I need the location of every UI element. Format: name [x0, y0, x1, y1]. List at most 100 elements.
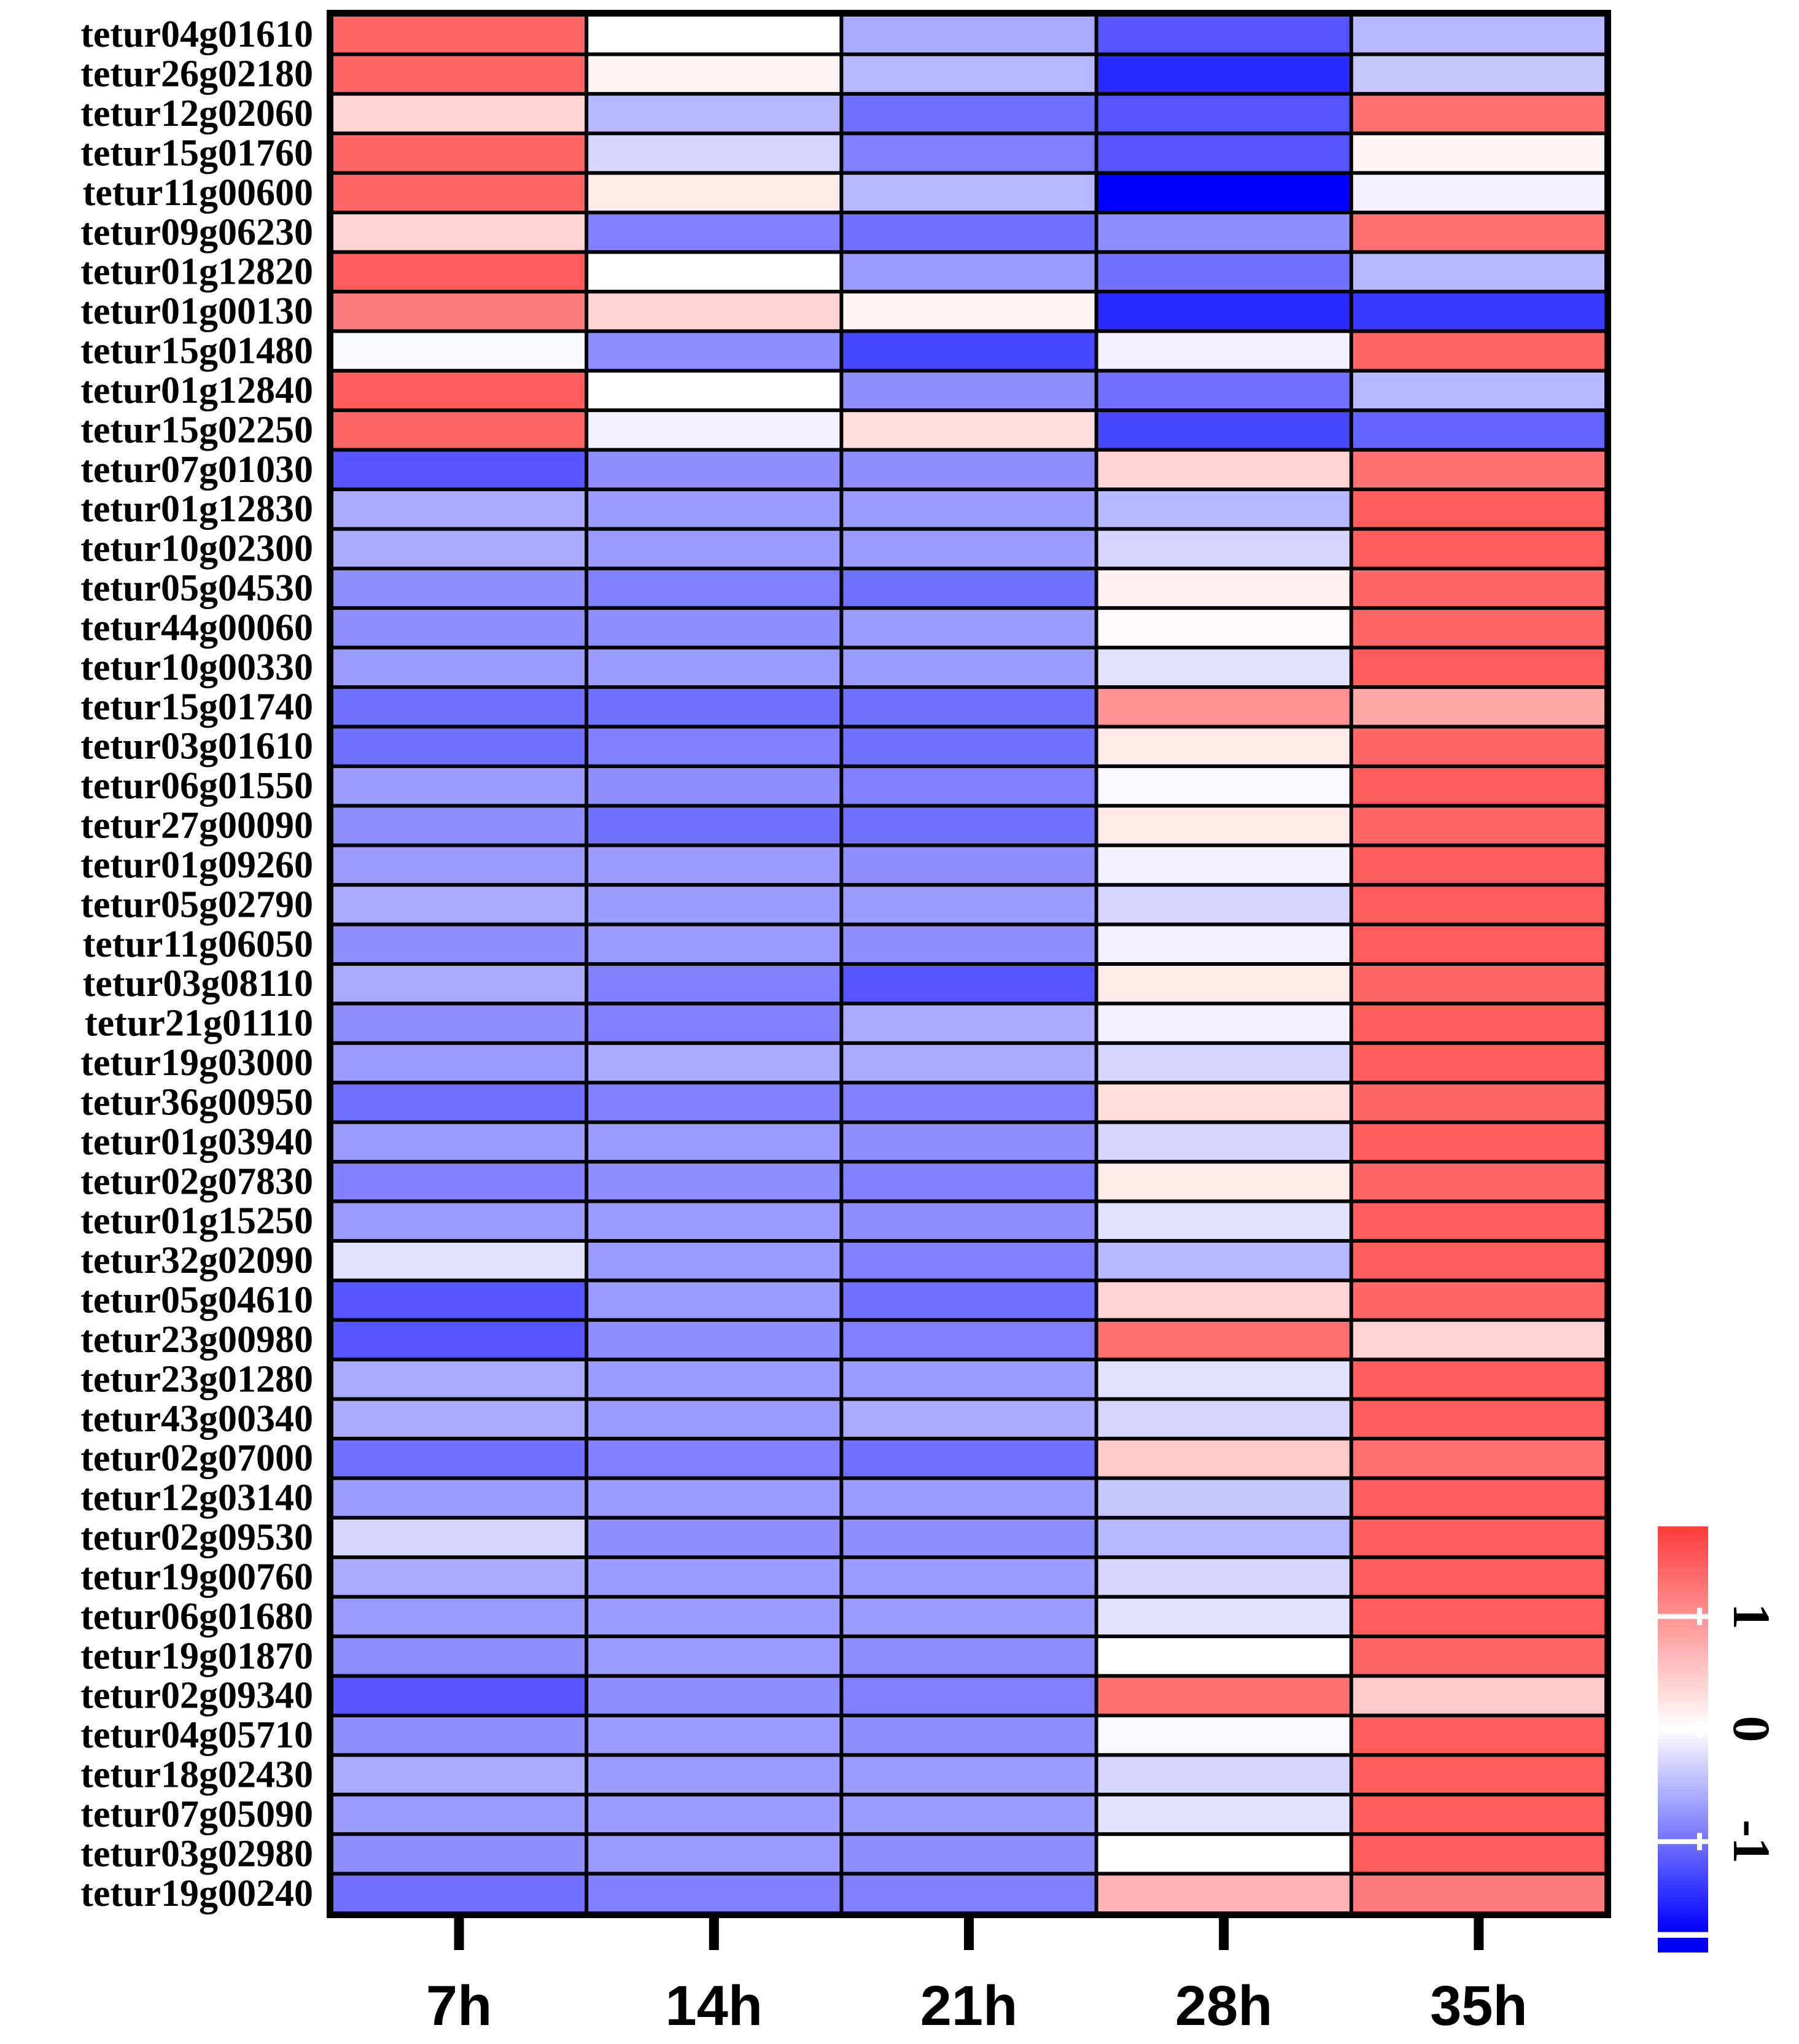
heatmap-cell	[1353, 966, 1604, 1002]
legend-gradient-step	[1658, 1800, 1708, 1804]
legend-gradient-step	[1658, 1756, 1708, 1760]
legend-gradient-step	[1658, 1675, 1708, 1679]
heatmap-cell	[843, 1440, 1095, 1477]
heatmap-cell	[1353, 174, 1604, 211]
heatmap-cell	[588, 1717, 840, 1754]
heatmap-cell	[1353, 412, 1604, 448]
heatmap-cell	[588, 1480, 840, 1516]
legend-gradient-step	[1658, 1543, 1708, 1547]
heatmap-cell	[1098, 1836, 1350, 1872]
heatmap-cell	[333, 1559, 585, 1595]
row-label: tetur43g00340	[80, 1398, 313, 1440]
heatmap-cell	[1098, 887, 1350, 923]
heatmap-cell	[843, 1836, 1095, 1872]
heatmap-cell	[1353, 1836, 1604, 1872]
heatmap-cell	[333, 135, 585, 171]
row-label: tetur03g01610	[80, 726, 313, 767]
heatmap-cell	[333, 1005, 585, 1041]
legend-gradient-step	[1658, 1712, 1708, 1716]
heatmap-cell	[333, 1242, 585, 1279]
heatmap-cell	[588, 1361, 840, 1397]
heatmap-cell	[843, 1203, 1095, 1239]
heatmap-cell	[333, 1875, 585, 1911]
heatmap-cell	[333, 1164, 585, 1200]
row-label: tetur36g00950	[80, 1081, 313, 1123]
heatmap-cell	[1098, 293, 1350, 330]
row-label: tetur10g02300	[80, 528, 313, 570]
legend-gradient-step	[1658, 1692, 1708, 1696]
heatmap-cell	[1098, 926, 1350, 962]
heatmap-cell	[843, 214, 1095, 251]
legend-gradient-step	[1658, 1803, 1708, 1808]
legend-gradient-step	[1658, 1698, 1708, 1703]
heatmap-cell	[843, 333, 1095, 369]
heatmap-cell	[1098, 530, 1350, 567]
heatmap-cell	[333, 1401, 585, 1437]
legend-gradient-step	[1658, 1732, 1708, 1736]
legend-gradient-step	[1658, 1601, 1708, 1605]
legend-gradient-step	[1658, 1617, 1708, 1622]
legend-gradient-step	[1658, 1790, 1708, 1794]
heatmap-cell	[843, 966, 1095, 1002]
heatmap-cell	[843, 254, 1095, 290]
legend-tick-gap	[1658, 1839, 1708, 1844]
heatmap-cell	[1353, 56, 1604, 92]
heatmap-cell	[588, 451, 840, 488]
heatmap-cell	[1098, 649, 1350, 686]
legend-gradient-step	[1658, 1851, 1708, 1855]
heatmap-cell	[588, 1242, 840, 1279]
legend-gradient-step	[1658, 1661, 1708, 1666]
heatmap-cell	[843, 1044, 1095, 1081]
legend-gradient-step	[1658, 1621, 1708, 1625]
legend-gradient-step	[1658, 1810, 1708, 1814]
heatmap-cell	[843, 1598, 1095, 1635]
heatmap-cell	[333, 1598, 585, 1635]
heatmap-cell	[1098, 372, 1350, 409]
legend-gradient-step	[1658, 1668, 1708, 1673]
legend-gradient-step	[1658, 1611, 1708, 1615]
heatmap-cell	[588, 333, 840, 369]
heatmap-cell	[333, 926, 585, 962]
heatmap-cell	[1098, 1282, 1350, 1318]
heatmap-cell	[1353, 1875, 1604, 1911]
legend-gradient-step	[1658, 1533, 1708, 1537]
heatmap-cell	[1353, 1401, 1604, 1437]
heatmap-cell	[1353, 1757, 1604, 1793]
heatmap-cell	[333, 610, 585, 646]
heatmap-cell	[1353, 530, 1604, 567]
heatmap-cell	[333, 1440, 585, 1477]
legend-gradient-step	[1658, 1574, 1708, 1578]
heatmap-cell	[843, 491, 1095, 527]
legend-gradient-step	[1658, 1658, 1708, 1662]
legend-gradient-step	[1658, 1914, 1708, 1919]
heatmap-cell	[588, 372, 840, 409]
heatmap-cell	[1098, 728, 1350, 764]
heatmap-cell	[843, 530, 1095, 567]
heatmap-cell	[588, 767, 840, 804]
row-label: tetur05g04610	[80, 1280, 313, 1321]
heatmap-cell	[843, 689, 1095, 725]
heatmap-cell	[843, 1875, 1095, 1911]
legend-gradient-step	[1658, 1709, 1708, 1713]
row-labels: tetur04g01610tetur26g02180tetur12g02060t…	[80, 14, 313, 1914]
heatmap-cell	[333, 887, 585, 923]
heatmap-cell	[1353, 372, 1604, 409]
row-label: tetur01g12840	[80, 370, 313, 411]
legend-gradient-step	[1658, 1550, 1708, 1554]
heatmap-cell	[1098, 610, 1350, 646]
heatmap-cell	[588, 1164, 840, 1200]
row-label: tetur27g00090	[80, 805, 313, 847]
legend-gradient-step	[1658, 1553, 1708, 1558]
heatmap-cell	[333, 1757, 585, 1793]
row-label: tetur19g00760	[80, 1556, 313, 1598]
row-label: tetur05g02790	[80, 884, 313, 925]
heatmap-cell	[1098, 491, 1350, 527]
legend-gradient-step	[1658, 1634, 1708, 1639]
heatmap-cell	[1353, 887, 1604, 923]
legend-gradient-step	[1658, 1921, 1708, 1925]
legend-tick-gap	[1658, 1727, 1708, 1731]
legend-gradient-step	[1658, 1702, 1708, 1706]
legend-gradient-step	[1658, 1857, 1708, 1862]
legend-gradient-step	[1658, 1844, 1708, 1848]
